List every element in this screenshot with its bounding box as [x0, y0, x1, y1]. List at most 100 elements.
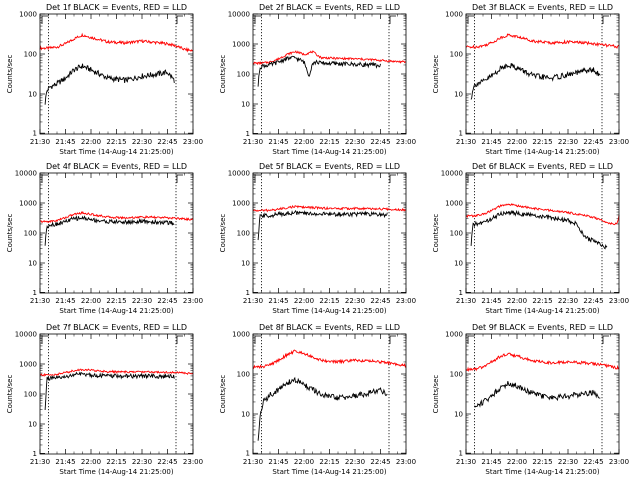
x-tick-label: 21:45: [55, 458, 75, 466]
x-tick-label: 22:30: [558, 297, 578, 305]
y-tick-label: 1000: [232, 331, 250, 339]
x-tick-label: 22:15: [319, 138, 339, 146]
bracket-icon: [389, 15, 396, 24]
panel-title: Det 4f BLACK = Events, RED = LLD: [46, 162, 187, 171]
panel-title: Det 8f BLACK = Events, RED = LLD: [259, 323, 400, 332]
y-tick-label: 1: [246, 289, 250, 297]
y-tick-label: 1000: [19, 361, 37, 369]
bracket-icon: [41, 174, 48, 183]
y-tick-label: 10: [241, 260, 250, 268]
y-tick-label: 100: [450, 230, 463, 238]
x-tick-label: 22:15: [532, 458, 552, 466]
x-tick-label: 22:00: [81, 297, 101, 305]
y-tick-label: 1: [33, 130, 37, 138]
plot-frame: [39, 333, 194, 455]
y-axis-label: Counts/sec: [432, 55, 440, 94]
x-tick-label: 22:45: [157, 138, 177, 146]
x-tick-label: 22:30: [558, 138, 578, 146]
bracket-icon: [389, 335, 396, 344]
detector-panel-7: Det 7f BLACK = Events, RED = LLD Counts/s…: [6, 323, 203, 476]
x-tick-label: 21:45: [481, 138, 501, 146]
x-tick-label: 21:30: [243, 297, 263, 305]
y-tick-label: 1: [33, 450, 37, 458]
y-tick-label: 10: [28, 91, 37, 99]
x-tick-label: 21:30: [456, 138, 476, 146]
x-tick-label: 22:15: [106, 138, 126, 146]
x-tick-label: 21:45: [55, 297, 75, 305]
y-tick-label: 1000: [232, 200, 250, 208]
bracket-icon: [41, 335, 48, 344]
x-axis-label: Start Time (14-Aug-14 21:25:00): [59, 307, 173, 315]
y-tick-label: 1: [246, 450, 250, 458]
x-tick-label: 22:45: [583, 297, 603, 305]
x-tick-label: 22:15: [106, 297, 126, 305]
plot-frame: [252, 13, 407, 135]
x-tick-label: 22:00: [294, 138, 314, 146]
x-tick-label: 21:45: [268, 458, 288, 466]
lld-series-line: [252, 50, 407, 66]
events-series-line: [44, 215, 175, 246]
y-tick-label: 100: [237, 71, 250, 79]
x-axis-label: Start Time (14-Aug-14 21:25:00): [59, 148, 173, 156]
x-tick-label: 22:30: [132, 138, 152, 146]
x-axis-label: Start Time (14-Aug-14 21:25:00): [272, 307, 386, 315]
x-tick-label: 22:30: [345, 458, 365, 466]
x-tick-label: 22:45: [370, 458, 390, 466]
x-tick-label: 22:00: [294, 297, 314, 305]
x-tick-label: 22:00: [81, 458, 101, 466]
x-tick-label: 21:30: [456, 458, 476, 466]
x-axis-label: Start Time (14-Aug-14 21:25:00): [272, 148, 386, 156]
events-series-line: [44, 371, 175, 411]
y-tick-label: 1: [246, 130, 250, 138]
bracket-icon: [254, 15, 261, 24]
x-tick-label: 23:00: [609, 297, 629, 305]
plot-frame: [252, 333, 407, 455]
x-tick-label: 22:45: [370, 138, 390, 146]
y-axis-label: Counts/sec: [6, 214, 14, 253]
lld-series-line: [465, 203, 620, 226]
bracket-icon: [602, 174, 609, 183]
y-tick-label: 100: [237, 371, 250, 379]
x-tick-label: 23:00: [183, 297, 203, 305]
x-tick-label: 22:45: [157, 297, 177, 305]
x-axis-label: Start Time (14-Aug-14 21:25:00): [272, 468, 386, 476]
y-tick-label: 1000: [19, 200, 37, 208]
x-tick-label: 21:30: [456, 297, 476, 305]
x-tick-label: 23:00: [396, 297, 416, 305]
y-tick-label: 10: [454, 411, 463, 419]
x-tick-label: 22:45: [157, 458, 177, 466]
events-series-line: [470, 209, 608, 250]
panel-title: Det 5f BLACK = Events, RED = LLD: [259, 162, 400, 171]
y-axis-label: Counts/sec: [432, 214, 440, 253]
detector-panel-4: Det 4f BLACK = Events, RED = LLD Counts/s…: [6, 162, 203, 315]
y-tick-label: 1000: [19, 11, 37, 19]
bracket-icon: [467, 174, 474, 183]
panel-title: Det 3f BLACK = Events, RED = LLD: [472, 3, 613, 12]
x-tick-label: 23:00: [183, 458, 203, 466]
plot-frame: [39, 13, 194, 135]
plot-frame: [39, 172, 194, 294]
x-tick-label: 22:00: [507, 297, 527, 305]
panel-title: Det 1f BLACK = Events, RED = LLD: [46, 3, 187, 12]
x-axis-label: Start Time (14-Aug-14 21:25:00): [485, 307, 599, 315]
y-tick-label: 1000: [445, 331, 463, 339]
x-axis-label: Start Time (14-Aug-14 21:25:00): [485, 468, 599, 476]
events-series-line: [474, 381, 601, 408]
plot-frame: [465, 333, 620, 455]
y-tick-label: 1000: [232, 41, 250, 49]
y-tick-label: 1: [459, 450, 463, 458]
y-tick-label: 1000: [445, 200, 463, 208]
y-axis-label: Counts/sec: [6, 375, 14, 414]
bracket-icon: [41, 15, 48, 24]
x-tick-label: 22:45: [583, 138, 603, 146]
detector-panel-5: Det 5f BLACK = Events, RED = LLD Counts/s…: [219, 162, 416, 315]
bracket-icon: [389, 174, 396, 183]
panel-title: Det 7f BLACK = Events, RED = LLD: [46, 323, 187, 332]
y-tick-label: 10: [454, 260, 463, 268]
x-tick-label: 21:45: [268, 138, 288, 146]
detector-panel-9: Det 9f BLACK = Events, RED = LLD Counts/s…: [432, 323, 629, 476]
x-tick-label: 22:30: [558, 458, 578, 466]
y-axis-label: Counts/sec: [219, 55, 227, 94]
events-series-line: [470, 63, 601, 100]
